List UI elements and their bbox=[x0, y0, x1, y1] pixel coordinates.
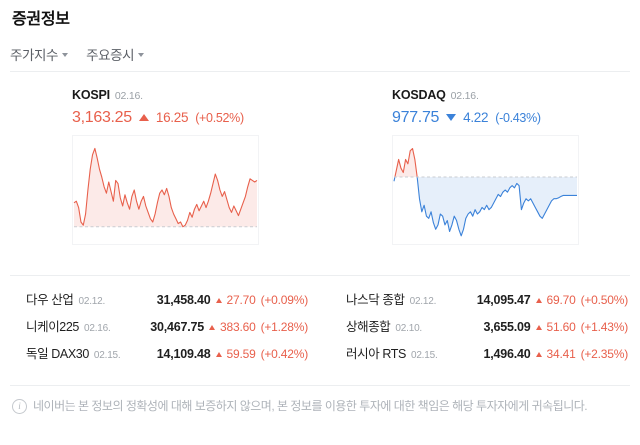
world-index-values: 30,467.75 383.60 (+1.28%) bbox=[150, 320, 308, 334]
tab-major-markets[interactable]: 주요증시 bbox=[86, 44, 145, 64]
divider-under-tabs bbox=[10, 71, 630, 72]
table-row[interactable]: 나스닥 종합 02.12. 14,095.47 69.70 (+0.50%) bbox=[346, 289, 628, 316]
index-rate-kosdaq: (-0.43%) bbox=[495, 111, 541, 125]
chart-kosdaq-svg bbox=[393, 148, 577, 237]
chart-kosdaq-line-below bbox=[393, 177, 577, 237]
chart-kospi-line bbox=[73, 147, 258, 228]
world-index-date: 02.10. bbox=[395, 323, 423, 334]
world-index-label: 나스닥 종합 bbox=[346, 293, 405, 307]
table-row[interactable]: 다우 산업 02.12. 31,458.40 27.70 (+0.09%) bbox=[26, 289, 308, 316]
arrow-up-icon bbox=[138, 114, 149, 121]
world-index-value: 30,467.75 bbox=[150, 320, 205, 334]
index-header-kospi: KOSPI 02.16. bbox=[72, 88, 320, 104]
chart-kospi[interactable] bbox=[72, 135, 259, 245]
world-index-label: 상해종합 bbox=[346, 320, 391, 334]
index-date-kosdaq: 02.16. bbox=[450, 90, 479, 102]
world-index-value: 14,095.47 bbox=[476, 293, 531, 307]
world-indices-table: 다우 산업 02.12. 31,458.40 27.70 (+0.09%) 니케… bbox=[0, 289, 640, 370]
page-title: 증권정보 bbox=[12, 11, 70, 28]
arrow-up-icon bbox=[535, 352, 542, 357]
index-change-kospi: 16.25 bbox=[155, 110, 189, 125]
tab-stock-index[interactable]: 주가지수 bbox=[10, 44, 69, 64]
world-index-rate: (+2.35%) bbox=[580, 347, 629, 361]
world-index-label: 러시아 RTS bbox=[346, 347, 406, 361]
world-index-values: 1,496.40 34.41 (+2.35%) bbox=[483, 347, 628, 361]
world-index-rate: (+1.43%) bbox=[580, 320, 629, 334]
index-value-kosdaq: 977.75 bbox=[392, 109, 440, 126]
index-values-kosdaq: 977.75 4.22 (-0.43%) bbox=[392, 109, 640, 127]
chart-kospi-svg bbox=[73, 147, 258, 228]
world-indices-column-left: 다우 산업 02.12. 31,458.40 27.70 (+0.09%) 니케… bbox=[0, 289, 320, 370]
world-index-rate: (+0.50%) bbox=[580, 293, 629, 307]
world-index-date: 02.12. bbox=[409, 296, 437, 307]
divider-above-footer bbox=[10, 385, 630, 386]
world-index-value: 3,655.09 bbox=[483, 320, 531, 334]
index-name-kosdaq: KOSDAQ bbox=[392, 88, 446, 102]
world-index-change: 69.70 bbox=[546, 293, 576, 307]
chart-kosdaq-area-below bbox=[394, 177, 577, 236]
info-icon: i bbox=[12, 399, 27, 414]
table-row[interactable]: 니케이225 02.16. 30,467.75 383.60 (+1.28%) bbox=[26, 316, 308, 343]
disclaimer: i 네이버는 본 정보의 정확성에 대해 보증하지 않으며, 본 정보를 이용한… bbox=[12, 397, 628, 416]
world-index-label: 다우 산업 bbox=[26, 293, 74, 307]
world-index-values: 14,109.48 59.59 (+0.42%) bbox=[157, 347, 308, 361]
world-index-values: 3,655.09 51.60 (+1.43%) bbox=[483, 320, 628, 334]
divider-above-world-indices bbox=[10, 275, 630, 276]
chart-kospi-area bbox=[74, 148, 257, 227]
index-values-kospi: 3,163.25 16.25 (+0.52%) bbox=[72, 109, 320, 127]
world-index-change: 59.59 bbox=[226, 347, 256, 361]
world-index-change: 51.60 bbox=[546, 320, 576, 334]
index-header-kosdaq: KOSDAQ 02.16. bbox=[392, 88, 640, 104]
index-panel-kosdaq[interactable]: KOSDAQ 02.16. 977.75 4.22 (-0.43%) bbox=[320, 88, 640, 245]
tab-stock-index-label: 주가지수 bbox=[10, 48, 59, 63]
world-index-change: 383.60 bbox=[220, 320, 256, 334]
arrow-up-icon bbox=[535, 298, 542, 303]
index-name-kospi: KOSPI bbox=[72, 88, 110, 102]
index-panel-kospi[interactable]: KOSPI 02.16. 3,163.25 16.25 (+0.52%) bbox=[0, 88, 320, 245]
world-index-value: 1,496.40 bbox=[483, 347, 531, 361]
index-rate-kospi: (+0.52%) bbox=[195, 111, 244, 125]
arrow-up-icon bbox=[215, 298, 222, 303]
world-index-values: 31,458.40 27.70 (+0.09%) bbox=[157, 293, 308, 307]
world-index-date: 02.15. bbox=[93, 350, 121, 361]
world-index-date: 02.16. bbox=[83, 323, 111, 334]
world-index-change: 27.70 bbox=[226, 293, 256, 307]
disclaimer-text: 네이버는 본 정보의 정확성에 대해 보증하지 않으며, 본 정보를 이용한 투… bbox=[33, 399, 588, 413]
world-index-label: 니케이225 bbox=[26, 320, 79, 334]
table-row[interactable]: 러시아 RTS 02.15. 1,496.40 34.41 (+2.35%) bbox=[346, 343, 628, 370]
world-index-rate: (+0.09%) bbox=[260, 293, 309, 307]
arrow-down-icon bbox=[446, 114, 457, 121]
world-index-date: 02.15. bbox=[410, 350, 438, 361]
world-index-date: 02.12. bbox=[78, 296, 106, 307]
index-date-kospi: 02.16. bbox=[114, 90, 143, 102]
world-index-rate: (+0.42%) bbox=[260, 347, 309, 361]
arrow-up-icon bbox=[535, 325, 542, 330]
world-index-values: 14,095.47 69.70 (+0.50%) bbox=[477, 293, 628, 307]
chevron-down-icon bbox=[62, 53, 69, 57]
index-value-kospi: 3,163.25 bbox=[72, 109, 132, 126]
chart-kosdaq[interactable] bbox=[392, 135, 579, 245]
tab-major-markets-label: 주요증시 bbox=[86, 48, 135, 63]
world-index-label: 독일 DAX30 bbox=[26, 347, 89, 361]
table-row[interactable]: 독일 DAX30 02.15. 14,109.48 59.59 (+0.42%) bbox=[26, 343, 308, 370]
tabbar: 주가지수 주요증시 bbox=[10, 44, 145, 64]
chart-kosdaq-area-above bbox=[394, 148, 577, 178]
world-index-value: 14,109.48 bbox=[156, 347, 211, 361]
index-panels: KOSPI 02.16. 3,163.25 16.25 (+0.52%) KOS… bbox=[0, 88, 640, 245]
chevron-down-icon bbox=[138, 53, 145, 57]
world-index-value: 31,458.40 bbox=[156, 293, 211, 307]
world-index-change: 34.41 bbox=[546, 347, 576, 361]
arrow-up-icon bbox=[215, 352, 222, 357]
arrow-up-icon bbox=[209, 325, 216, 330]
world-indices-column-right: 나스닥 종합 02.12. 14,095.47 69.70 (+0.50%) 상… bbox=[320, 289, 640, 370]
world-index-rate: (+1.28%) bbox=[260, 320, 309, 334]
table-row[interactable]: 상해종합 02.10. 3,655.09 51.60 (+1.43%) bbox=[346, 316, 628, 343]
index-change-kosdaq: 4.22 bbox=[463, 110, 489, 125]
